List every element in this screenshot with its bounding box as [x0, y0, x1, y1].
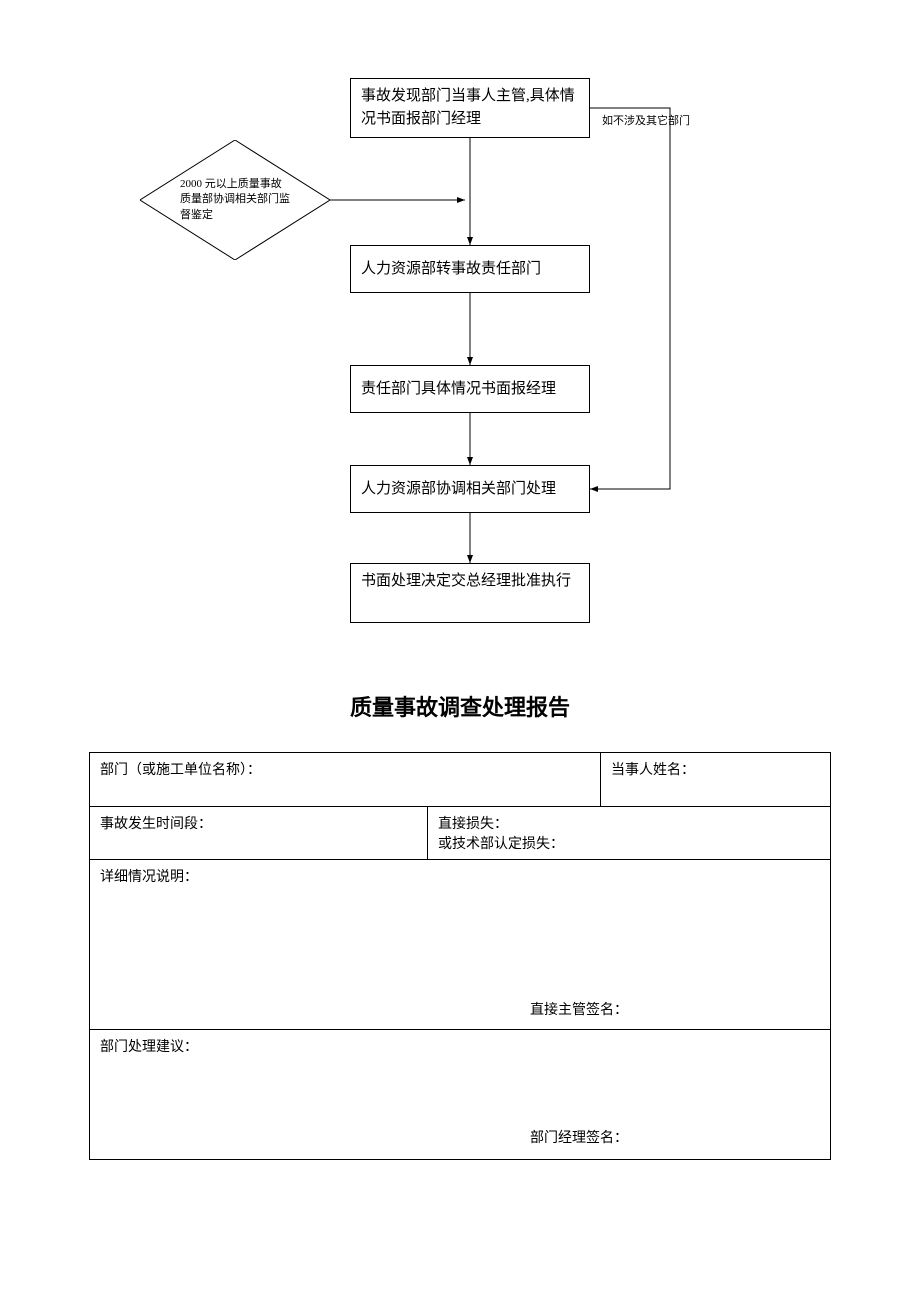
flow-box-2-text: 人力资源部转事故责任部门 [361, 258, 541, 281]
advice-label: 部门处理建议： [100, 1040, 198, 1055]
form-row-1: 部门（或施工单位名称）： 当事人姓名： [90, 753, 831, 807]
flow-box-2: 人力资源部转事故责任部门 [350, 245, 590, 293]
loss-label-2: 或技术部认定损失： [438, 837, 564, 852]
flow-box-4-text: 人力资源部协调相关部门处理 [361, 478, 556, 501]
flow-box-5-text: 书面处理决定交总经理批准执行 [361, 573, 571, 589]
form-row-3: 详细情况说明： 直接主管签名： [90, 860, 831, 1030]
report-title: 质量事故调查处理报告 [0, 690, 920, 722]
report-form: 部门（或施工单位名称）： 当事人姓名： 事故发生时间段： 直接损失： 或技术部认… [89, 752, 831, 1160]
flow-box-3-text: 责任部门具体情况书面报经理 [361, 378, 556, 401]
flow-side-label: 如不涉及其它部门 [602, 112, 690, 128]
flow-diamond: 2000 元以上质量事故质量部协调相关部门监督鉴定 [140, 140, 330, 260]
flow-box-1: 事故发现部门当事人主管,具体情况书面报部门经理 [350, 78, 590, 138]
flow-box-1-text: 事故发现部门当事人主管,具体情况书面报部门经理 [361, 88, 575, 127]
dept-label: 部门（或施工单位名称）： [100, 763, 261, 778]
flow-box-3: 责任部门具体情况书面报经理 [350, 365, 590, 413]
detail-label: 详细情况说明： [100, 870, 198, 885]
form-row-2: 事故发生时间段： 直接损失： 或技术部认定损失： [90, 807, 831, 860]
flow-box-5: 书面处理决定交总经理批准执行 [350, 563, 590, 623]
supervisor-sig-label: 直接主管签名： [530, 1003, 628, 1018]
flowchart-container: 事故发现部门当事人主管,具体情况书面报部门经理 2000 元以上质量事故质量部协… [0, 0, 920, 660]
flow-side-label-text: 如不涉及其它部门 [602, 115, 690, 127]
flow-box-4: 人力资源部协调相关部门处理 [350, 465, 590, 513]
form-row-4: 部门处理建议： 部门经理签名： [90, 1030, 831, 1160]
manager-sig-label: 部门经理签名： [530, 1131, 628, 1146]
loss-label-1: 直接损失： [438, 817, 508, 832]
person-label: 当事人姓名： [611, 763, 695, 778]
time-label: 事故发生时间段： [100, 817, 212, 832]
flow-diamond-text: 2000 元以上质量事故质量部协调相关部门监督鉴定 [180, 177, 290, 223]
